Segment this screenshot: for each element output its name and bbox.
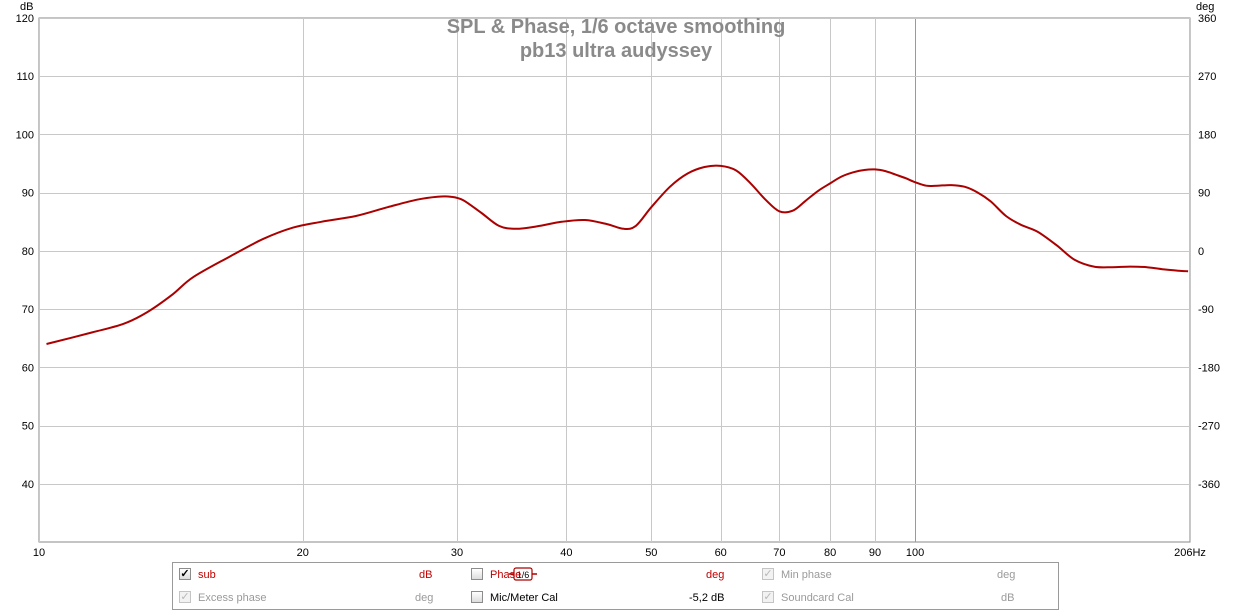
mic-cal-label: Mic/Meter Cal <box>490 592 558 604</box>
sub-unit: dB <box>419 569 433 581</box>
y-axis-label: dB <box>20 1 33 13</box>
y2-tick-label: -90 <box>1198 304 1214 316</box>
x-tick-label: 40 <box>560 547 572 559</box>
y2-tick-label: 0 <box>1198 246 1204 258</box>
soundcard-cal-label: Soundcard Cal <box>781 592 854 604</box>
phase-checkbox[interactable] <box>471 568 483 580</box>
mic-cal-checkbox[interactable] <box>471 591 483 603</box>
y-tick-label: 100 <box>16 129 34 141</box>
mic-cal-value: -5,2 dB <box>689 592 725 604</box>
y2-tick-label: -270 <box>1198 421 1220 433</box>
series-layer <box>46 164 1189 345</box>
excess-phase-label: Excess phase <box>198 592 267 604</box>
x-tick-label: 80 <box>824 547 836 559</box>
check-icon: ✓ <box>763 591 773 603</box>
min-phase-label: Min phase <box>781 569 832 581</box>
x-tick-label: 90 <box>869 547 881 559</box>
y2-tick-label: -360 <box>1198 479 1220 491</box>
y-tick-label: 70 <box>22 304 34 316</box>
y2-tick-label: -180 <box>1198 362 1220 374</box>
grid-lines <box>39 18 1191 542</box>
series-line-sub <box>46 164 1189 345</box>
x-tick-label: 100 <box>906 547 924 559</box>
x-tick-label: 20 <box>297 547 309 559</box>
x-tick-label: 70 <box>773 547 785 559</box>
smoothing-box-icon <box>513 567 533 581</box>
y2-tick-label: 270 <box>1198 71 1216 83</box>
y-tick-label: 50 <box>22 421 34 433</box>
y2-tick-label: 360 <box>1198 13 1216 25</box>
y-tick-label: 80 <box>22 246 34 258</box>
y2-axis-label: deg <box>1196 1 1214 13</box>
y-tick-label: 90 <box>22 188 34 200</box>
smoothing-selector[interactable]: 1/6 <box>509 567 537 581</box>
chart-subtitle: pb13 ultra audyssey <box>520 40 713 62</box>
excess-phase-unit: deg <box>415 592 434 604</box>
y2-tick-label: 90 <box>1198 188 1210 200</box>
y-tick-label: 110 <box>16 71 34 83</box>
y-tick-label: 120 <box>16 13 34 25</box>
plot-area <box>38 17 1191 543</box>
y-tick-labels: 120 110 100 90 80 70 60 50 40 <box>16 13 34 491</box>
phase-label: Phase <box>490 569 522 581</box>
min-phase-unit: deg <box>997 569 1016 581</box>
x-tick-labels: 10 20 30 40 50 60 70 80 90 100 206Hz <box>33 547 1206 559</box>
legend-panel: ✓ sub 1/6 dB Phase deg ✓ Min phase deg ✓… <box>172 562 1059 610</box>
y-tick-label: 40 <box>22 479 34 491</box>
phase-unit: deg <box>706 569 725 581</box>
excess-phase-checkbox[interactable]: ✓ <box>179 591 191 603</box>
x-tick-label: 10 <box>33 547 45 559</box>
x-tick-label: 206Hz <box>1174 547 1206 559</box>
soundcard-cal-checkbox[interactable]: ✓ <box>762 591 774 603</box>
x-tick-label: 60 <box>715 547 727 559</box>
x-tick-label: 30 <box>451 547 463 559</box>
check-icon: ✓ <box>763 568 773 580</box>
sub-label: sub <box>198 569 216 581</box>
min-phase-checkbox[interactable]: ✓ <box>762 568 774 580</box>
chart-title: SPL & Phase, 1/6 octave smoothing <box>447 16 786 38</box>
sub-checkbox[interactable]: ✓ <box>179 568 191 580</box>
x-tick-label: 50 <box>645 547 657 559</box>
check-icon: ✓ <box>180 591 190 603</box>
y2-tick-labels: 360 270 180 90 0 -90 -180 -270 -360 <box>1198 13 1220 491</box>
soundcard-cal-unit: dB <box>1001 592 1015 604</box>
y-tick-label: 60 <box>22 362 34 374</box>
check-icon: ✓ <box>180 568 190 580</box>
y2-tick-label: 180 <box>1198 129 1216 141</box>
smoothing-label: 1/6 <box>517 570 530 580</box>
